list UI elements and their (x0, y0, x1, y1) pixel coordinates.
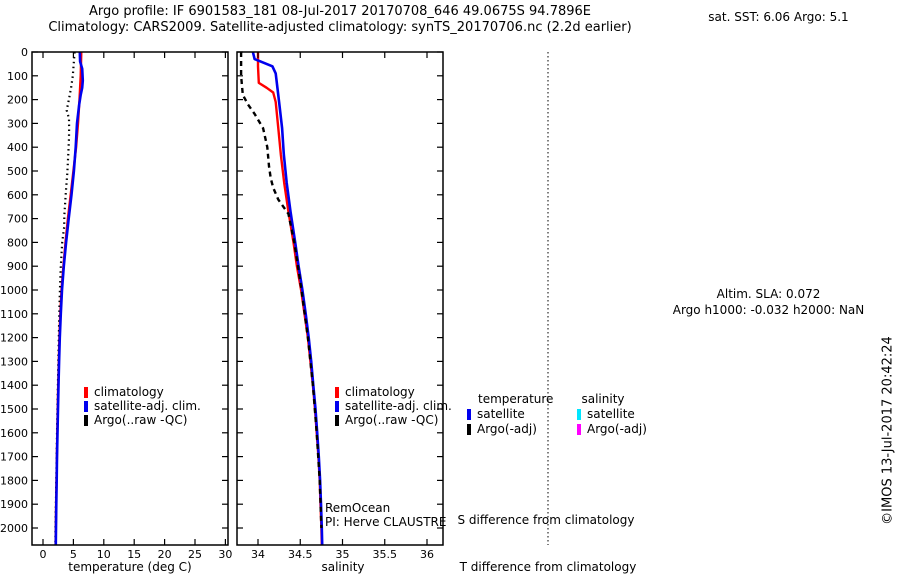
temperature-legend: climatology satellite-adj. clim. Argo(..… (84, 385, 201, 427)
legend-label: climatology (345, 385, 415, 399)
legend-label: climatology (94, 385, 164, 399)
svg-text:1700: 1700 (0, 451, 28, 464)
svg-text:30: 30 (218, 548, 232, 561)
svg-text:25: 25 (188, 548, 202, 561)
svg-text:100: 100 (7, 70, 28, 83)
svg-text:1900: 1900 (0, 498, 28, 511)
sla-map-subtitle: Argo h1000: -0.032 h2000: NaN (672, 303, 865, 317)
legend-label: satellite-adj. clim. (94, 399, 201, 413)
svg-text:1400: 1400 (0, 379, 28, 392)
svg-text:1100: 1100 (0, 308, 28, 321)
sal-argo-line-swatch (577, 424, 581, 435)
legend-header-temperature: temperature (478, 392, 554, 406)
legend-label: Argo(..raw -QC) (345, 413, 439, 427)
svg-text:300: 300 (7, 117, 28, 130)
legend-label: satellite (587, 407, 635, 421)
svg-text:1300: 1300 (0, 355, 28, 368)
project-name: RemOcean (325, 501, 391, 515)
climatology-line-swatch (84, 386, 88, 398)
legend-label: satellite (477, 407, 525, 421)
svg-text:34.5: 34.5 (288, 548, 313, 561)
legend-item-satellite-adj: satellite-adj. clim. (84, 399, 201, 413)
copyright-stamp: ©IMOS 13-Jul-2017 20:42:24 (880, 336, 896, 525)
sst-map-title: sat. SST: 6.06 Argo: 5.1 (708, 10, 849, 24)
svg-text:20: 20 (158, 548, 172, 561)
svg-text:1600: 1600 (0, 427, 28, 440)
s-difference-title: S difference from climatology (457, 513, 635, 527)
svg-text:400: 400 (7, 141, 28, 154)
legend-label: satellite-adj. clim. (345, 399, 452, 413)
svg-text:1800: 1800 (0, 474, 28, 487)
svg-text:1200: 1200 (0, 332, 28, 345)
svg-text:36: 36 (420, 548, 434, 561)
legend-item-satellite-adj: satellite-adj. clim. (335, 399, 452, 413)
t-difference-axis-label: T difference from climatology (459, 560, 637, 574)
svg-text:0: 0 (21, 46, 28, 59)
temperature-axis-label: temperature (deg C) (68, 560, 192, 574)
legend-item-argo-raw: Argo(..raw -QC) (335, 413, 452, 427)
temp-satellite-line-swatch (467, 409, 471, 420)
satellite-adj-line-swatch (84, 400, 88, 412)
temp-argo-line-swatch (467, 424, 471, 435)
svg-text:900: 900 (7, 260, 28, 273)
legend-item-climatology: climatology (84, 385, 201, 399)
svg-text:800: 800 (7, 236, 28, 249)
legend-label: Argo(..raw -QC) (94, 413, 188, 427)
principal-investigator: PI: Herve CLAUSTRE (325, 515, 447, 529)
svg-text:500: 500 (7, 165, 28, 178)
argo-raw-line-swatch (335, 414, 339, 426)
svg-text:1500: 1500 (0, 403, 28, 416)
climatology-line-swatch (335, 386, 339, 398)
legend-item-climatology: climatology (335, 385, 452, 399)
svg-text:5: 5 (70, 548, 77, 561)
svg-text:35: 35 (336, 548, 350, 561)
legend-label: Argo(-adj) (587, 422, 647, 436)
argo-raw-line-swatch (84, 414, 88, 426)
page-title-line1: Argo profile: IF 6901583_181 08-Jul-2017… (89, 4, 591, 19)
svg-text:15: 15 (127, 548, 141, 561)
svg-text:200: 200 (7, 94, 28, 107)
svg-text:0: 0 (40, 548, 47, 561)
svg-text:34: 34 (251, 548, 265, 561)
legend-item-argo-raw: Argo(..raw -QC) (84, 413, 201, 427)
svg-text:700: 700 (7, 213, 28, 226)
satellite-adj-line-swatch (335, 400, 339, 412)
sal-satellite-line-swatch (577, 409, 581, 420)
sla-map-title: Altim. SLA: 0.072 (716, 287, 821, 301)
svg-text:10: 10 (97, 548, 111, 561)
page-title-line2: Climatology: CARS2009. Satellite-adjuste… (48, 20, 632, 35)
svg-text:2000: 2000 (0, 522, 28, 535)
svg-text:1000: 1000 (0, 284, 28, 297)
salinity-legend: climatology satellite-adj. clim. Argo(..… (335, 385, 452, 427)
salinity-axis-label: salinity (321, 560, 365, 574)
svg-text:600: 600 (7, 189, 28, 202)
svg-text:35.5: 35.5 (373, 548, 398, 561)
legend-label: Argo(-adj) (477, 422, 537, 436)
legend-header-salinity: salinity (581, 392, 625, 406)
